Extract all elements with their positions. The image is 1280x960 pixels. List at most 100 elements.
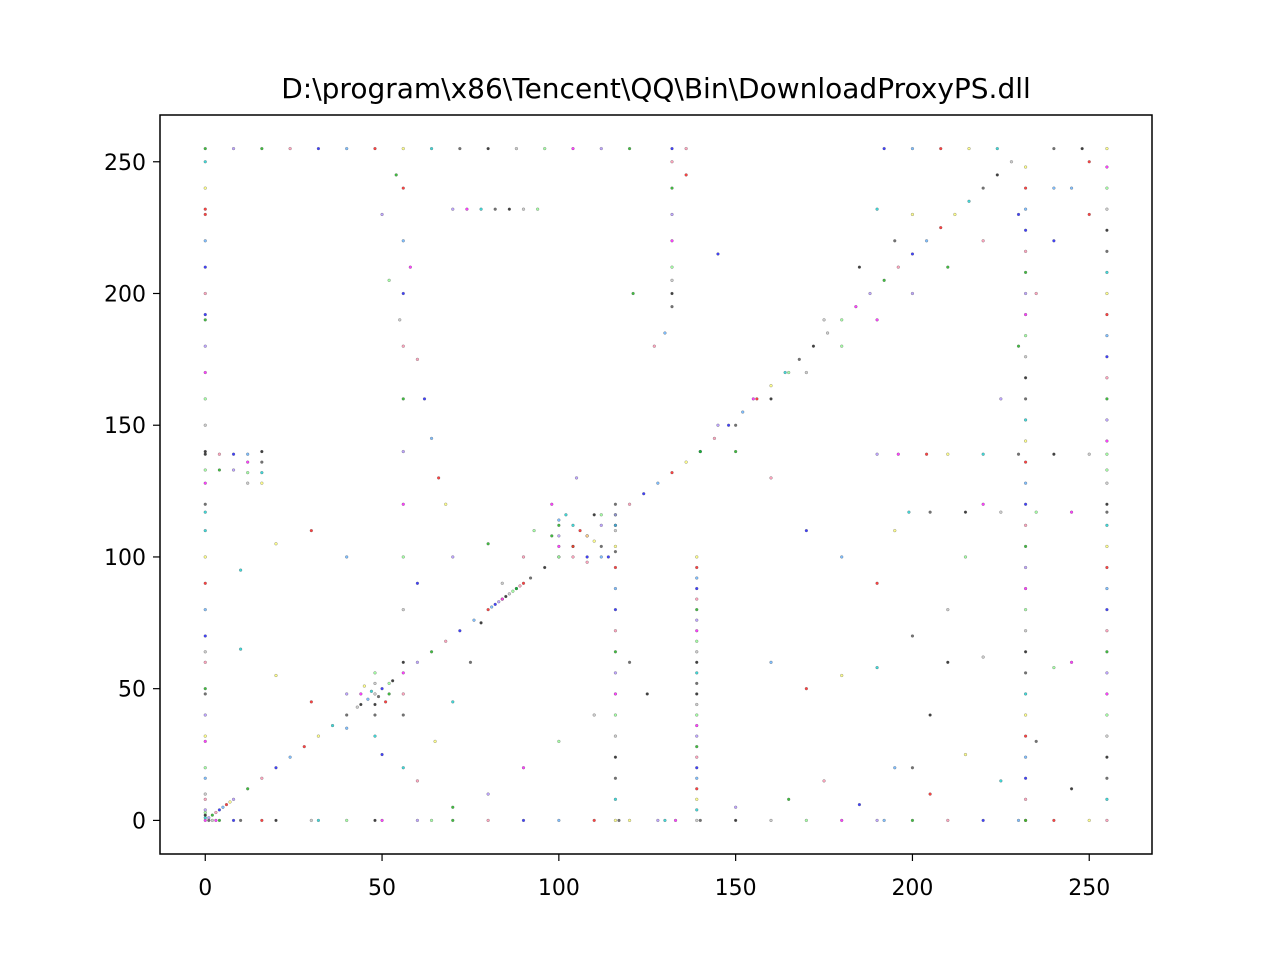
- points-layer: [203, 147, 1109, 822]
- data-point: [384, 700, 388, 704]
- data-point: [684, 173, 688, 177]
- data-point: [1024, 439, 1028, 443]
- data-point: [734, 818, 738, 822]
- data-point: [231, 452, 236, 456]
- data-point: [437, 476, 441, 480]
- data-point: [875, 207, 879, 211]
- data-point: [592, 539, 596, 543]
- data-point: [628, 660, 632, 664]
- data-point: [804, 370, 808, 375]
- data-point: [260, 450, 264, 454]
- data-point: [1034, 739, 1038, 743]
- data-point: [925, 239, 929, 243]
- data-point: [217, 808, 221, 812]
- data-point: [401, 239, 405, 243]
- data-point: [840, 318, 844, 322]
- data-point: [645, 692, 649, 696]
- data-point: [1105, 481, 1109, 485]
- data-point: [695, 797, 699, 801]
- data-point: [380, 212, 384, 217]
- data-point: [387, 278, 391, 282]
- data-point: [239, 568, 243, 572]
- data-point: [617, 818, 621, 822]
- data-point: [359, 692, 363, 696]
- data-point: [946, 818, 950, 822]
- data-point: [783, 370, 787, 375]
- data-point: [430, 436, 434, 440]
- data-point: [433, 739, 437, 743]
- data-point: [585, 560, 589, 564]
- data-point: [769, 384, 773, 388]
- data-point: [1024, 587, 1028, 591]
- data-point: [239, 818, 243, 822]
- data-point: [486, 818, 490, 822]
- data-point: [401, 291, 405, 296]
- data-point: [628, 147, 632, 151]
- data-point: [695, 618, 699, 622]
- y-tick-label: 250: [104, 151, 146, 176]
- data-point: [910, 252, 914, 256]
- data-point: [203, 734, 207, 738]
- data-point: [203, 687, 207, 691]
- data-point: [1105, 755, 1109, 759]
- data-point: [695, 597, 699, 601]
- data-point: [1070, 510, 1074, 514]
- data-point: [380, 818, 384, 822]
- data-point: [875, 666, 879, 670]
- data-point: [543, 147, 547, 151]
- data-point: [1024, 544, 1028, 548]
- data-point: [246, 787, 250, 791]
- data-point: [804, 818, 808, 822]
- data-point: [741, 410, 745, 414]
- data-point: [536, 207, 540, 211]
- data-point: [613, 650, 617, 654]
- x-tick-label: 0: [198, 876, 212, 901]
- data-point: [1105, 147, 1109, 151]
- data-point: [613, 692, 617, 696]
- data-point: [946, 608, 950, 612]
- data-point: [369, 689, 373, 693]
- data-point: [967, 147, 971, 151]
- data-point: [684, 147, 688, 151]
- data-point: [203, 160, 207, 164]
- data-point: [345, 555, 349, 559]
- data-point: [882, 278, 886, 282]
- data-point: [486, 542, 490, 546]
- data-point: [444, 639, 448, 643]
- data-point: [840, 555, 844, 559]
- data-point: [1024, 313, 1028, 317]
- data-point: [518, 584, 522, 588]
- data-point: [695, 808, 699, 812]
- data-point: [203, 450, 207, 454]
- data-point: [387, 692, 391, 696]
- data-point: [203, 766, 207, 770]
- data-point: [585, 534, 589, 538]
- data-point: [401, 766, 405, 770]
- data-point: [670, 471, 674, 475]
- data-point: [316, 818, 320, 822]
- data-point: [613, 502, 617, 506]
- data-point: [663, 818, 667, 822]
- data-point: [613, 629, 617, 633]
- data-point: [910, 818, 914, 822]
- data-point: [695, 787, 699, 791]
- data-point: [939, 226, 943, 230]
- data-point: [811, 344, 815, 348]
- data-point: [380, 687, 384, 691]
- data-point: [401, 344, 405, 348]
- data-point: [246, 471, 250, 475]
- data-point: [203, 397, 207, 401]
- data-point: [695, 724, 699, 728]
- data-point: [1105, 629, 1109, 633]
- data-point: [896, 265, 900, 269]
- data-point: [468, 660, 473, 664]
- data-point: [907, 510, 911, 514]
- data-point: [246, 481, 250, 485]
- data-point: [1024, 376, 1028, 380]
- data-point: [1105, 510, 1109, 514]
- data-point: [613, 513, 617, 517]
- data-point: [373, 692, 377, 696]
- data-point: [493, 207, 497, 211]
- data-point: [1105, 713, 1109, 717]
- data-point: [963, 752, 968, 757]
